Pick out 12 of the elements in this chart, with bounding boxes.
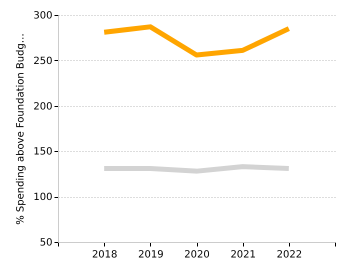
y-tick-label: 250: [33, 56, 52, 67]
x-tick-label: 2020: [184, 250, 210, 260]
x-tick-label: 2022: [276, 250, 302, 260]
x-tick-label: 2021: [230, 250, 256, 260]
y-tick-label: 50: [40, 238, 52, 248]
y-tick-label: 300: [33, 10, 52, 22]
y-tick-label: 150: [33, 146, 52, 158]
y-axis-title: % Spending above Foundation Budg…: [15, 33, 26, 225]
y-tick-label: 200: [33, 101, 52, 112]
y-tick-label: 100: [33, 192, 52, 204]
x-tick-label: 2018: [92, 250, 118, 260]
x-tick-label: 2019: [138, 250, 164, 260]
